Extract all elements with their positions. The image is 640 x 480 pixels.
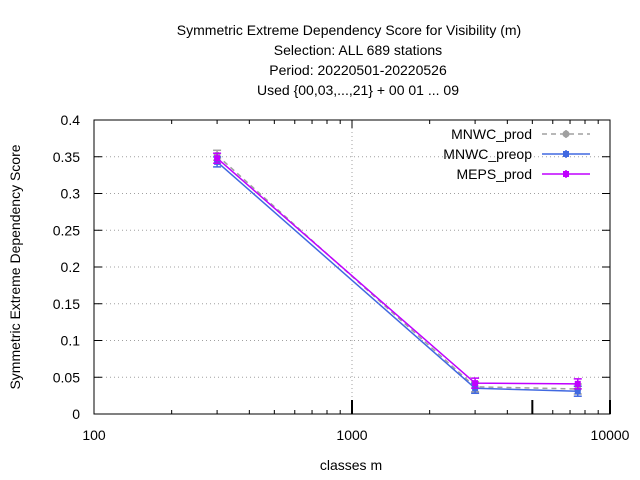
grid bbox=[94, 120, 610, 414]
y-tick-label: 0.4 bbox=[61, 112, 81, 128]
chart-title-line-1: Symmetric Extreme Dependency Score for V… bbox=[177, 22, 521, 38]
y-tick-label: 0.05 bbox=[53, 369, 80, 385]
series bbox=[213, 149, 582, 397]
data-point bbox=[574, 380, 581, 387]
x-tick-label: 100 bbox=[82, 427, 106, 443]
data-point bbox=[214, 155, 221, 162]
legend-item: MNWC_preop bbox=[443, 146, 590, 162]
series-MEPS_prod bbox=[213, 152, 582, 390]
legend-marker bbox=[563, 171, 569, 177]
y-tick-label: 0.15 bbox=[53, 296, 80, 312]
legend-label: MEPS_prod bbox=[457, 166, 532, 182]
y-axis-label: Symmetric Extreme Dependency Score bbox=[7, 144, 23, 389]
series-MNWC_preop bbox=[213, 156, 582, 397]
legend-item: MNWC_prod bbox=[451, 126, 590, 142]
chart-title-line-3: Period: 20220501-20220526 bbox=[269, 62, 447, 78]
chart-title-line-2: Selection: ALL 689 stations bbox=[274, 42, 442, 58]
y-tick-label: 0.35 bbox=[53, 149, 80, 165]
legend-label: MNWC_prod bbox=[451, 126, 532, 142]
chart-title-line-4: Used {00,03,...,21} + 00 01 ... 09 bbox=[257, 82, 459, 98]
series-line bbox=[216, 157, 578, 385]
legend-label: MNWC_preop bbox=[443, 146, 532, 162]
x-axis-label: classes m bbox=[320, 457, 382, 473]
legend-marker bbox=[562, 130, 570, 138]
x-tick-label: 1000 bbox=[336, 427, 367, 443]
y-tick-label: 0.1 bbox=[61, 333, 81, 349]
y-tick-label: 0 bbox=[72, 406, 80, 422]
legend-marker bbox=[563, 151, 569, 157]
legend: MNWC_prod MNWC_preop MEPS_prod bbox=[443, 126, 590, 182]
data-point bbox=[472, 380, 479, 387]
series-line bbox=[216, 161, 578, 392]
legend-item: MEPS_prod bbox=[457, 166, 590, 182]
x-tick-label: 10000 bbox=[591, 427, 630, 443]
series-MNWC_prod bbox=[213, 149, 582, 395]
series-line bbox=[216, 154, 578, 390]
axis-ticks: 0 0.05 0.1 0.15 0.2 0.25 0.3 0.35 0.4 100 1000 1000… bbox=[53, 112, 630, 443]
y-tick-label: 0.2 bbox=[61, 259, 81, 275]
data-point bbox=[574, 388, 581, 395]
y-tick-label: 0.3 bbox=[61, 186, 81, 202]
y-tick-label: 0.25 bbox=[53, 222, 80, 238]
